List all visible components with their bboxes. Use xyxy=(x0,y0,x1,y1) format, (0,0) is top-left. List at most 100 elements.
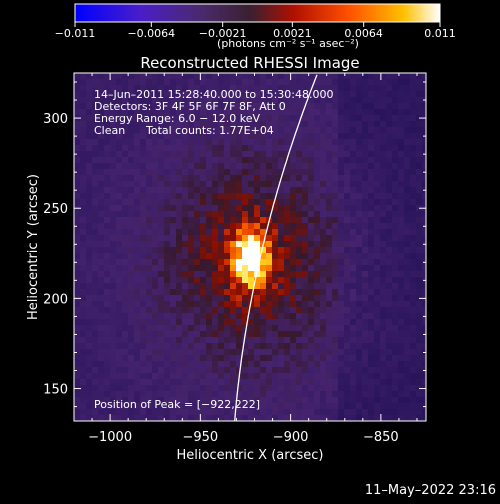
heatmap-cell xyxy=(218,223,225,230)
heatmap-cell xyxy=(326,205,333,212)
heatmap-cell xyxy=(254,127,261,134)
heatmap-cell xyxy=(212,361,219,368)
heatmap-cell xyxy=(152,397,159,404)
heatmap-cell xyxy=(140,109,147,116)
heatmap-cell xyxy=(326,361,333,368)
heatmap-cell xyxy=(272,379,279,386)
heatmap-cell xyxy=(284,205,291,212)
heatmap-cell xyxy=(296,343,303,350)
heatmap-cell xyxy=(296,283,303,290)
heatmap-cell xyxy=(146,265,153,272)
heatmap-cell xyxy=(392,139,399,146)
heatmap-cell xyxy=(338,403,345,410)
heatmap-cell xyxy=(374,349,381,356)
heatmap-cell xyxy=(278,379,285,386)
heatmap-cell xyxy=(254,391,261,398)
heatmap-cell xyxy=(134,403,141,410)
heatmap-cell xyxy=(254,283,261,290)
heatmap-cell xyxy=(146,367,153,374)
heatmap-cell xyxy=(134,73,141,80)
heatmap-cell xyxy=(140,229,147,236)
heatmap-cell xyxy=(212,265,219,272)
heatmap-cell xyxy=(356,355,363,362)
heatmap-cell xyxy=(392,133,399,140)
heatmap-cell xyxy=(344,409,351,416)
heatmap-cell xyxy=(218,187,225,194)
heatmap-cell xyxy=(86,313,93,320)
heatmap-cell xyxy=(302,313,309,320)
heatmap-cell xyxy=(218,103,225,110)
heatmap-cell xyxy=(86,349,93,356)
heatmap-cell xyxy=(218,259,225,266)
heatmap-cell xyxy=(254,97,261,104)
heatmap-cell xyxy=(236,391,243,398)
heatmap-cell xyxy=(266,313,273,320)
heatmap-cell xyxy=(80,205,87,212)
heatmap-cell xyxy=(206,379,213,386)
heatmap-cell xyxy=(308,343,315,350)
heatmap-cell xyxy=(314,247,321,254)
heatmap-cell xyxy=(314,253,321,260)
heatmap-cell xyxy=(92,265,99,272)
heatmap-cell xyxy=(248,205,255,212)
heatmap-cell xyxy=(74,157,81,164)
heatmap-cell xyxy=(164,103,171,110)
heatmap-cell xyxy=(260,247,267,254)
heatmap-cell xyxy=(98,361,105,368)
heatmap-cell xyxy=(326,199,333,206)
heatmap-cell xyxy=(284,187,291,194)
heatmap-cell xyxy=(230,283,237,290)
heatmap-cell xyxy=(86,205,93,212)
heatmap-cell xyxy=(302,307,309,314)
heatmap-cell xyxy=(200,241,207,248)
heatmap-cell xyxy=(380,109,387,116)
heatmap-cell xyxy=(188,397,195,404)
heatmap-cell xyxy=(296,139,303,146)
heatmap-cell xyxy=(404,325,411,332)
heatmap-cell xyxy=(110,343,117,350)
heatmap-cell xyxy=(326,277,333,284)
heatmap-cell xyxy=(212,193,219,200)
heatmap-cell xyxy=(170,367,177,374)
heatmap-cell xyxy=(380,313,387,320)
heatmap-cell xyxy=(398,319,405,326)
heatmap-cell xyxy=(266,91,273,98)
heatmap-cell xyxy=(206,163,213,170)
heatmap-cell xyxy=(158,199,165,206)
heatmap-cell xyxy=(392,175,399,182)
heatmap-cell xyxy=(140,403,147,410)
heatmap-cell xyxy=(344,385,351,392)
heatmap-cell xyxy=(158,217,165,224)
heatmap-cell xyxy=(104,211,111,218)
heatmap-cell xyxy=(398,217,405,224)
heatmap-cell xyxy=(128,175,135,182)
heatmap-cell xyxy=(152,415,159,421)
heatmap-cell xyxy=(224,295,231,302)
heatmap-cell xyxy=(182,211,189,218)
heatmap-cell xyxy=(122,139,129,146)
heatmap-cell xyxy=(254,229,261,236)
heatmap-cell xyxy=(122,79,129,86)
heatmap-cell xyxy=(92,367,99,374)
heatmap-cell xyxy=(416,277,423,284)
heatmap-cell xyxy=(176,331,183,338)
heatmap-cell xyxy=(170,85,177,92)
heatmap-cell xyxy=(152,301,159,308)
heatmap-cell xyxy=(368,205,375,212)
heatmap-cell xyxy=(296,307,303,314)
heatmap-cell xyxy=(200,193,207,200)
heatmap-cell xyxy=(302,247,309,254)
heatmap-cell xyxy=(350,277,357,284)
heatmap-cell xyxy=(398,73,405,80)
heatmap-cell xyxy=(332,211,339,218)
heatmap-cell xyxy=(326,211,333,218)
heatmap-cell xyxy=(146,277,153,284)
heatmap-cell xyxy=(278,187,285,194)
heatmap-cell xyxy=(260,337,267,344)
heatmap-cell xyxy=(350,145,357,152)
heatmap-cell xyxy=(320,181,327,188)
heatmap-cell xyxy=(182,379,189,386)
heatmap-cell xyxy=(392,157,399,164)
heatmap-cell xyxy=(206,205,213,212)
heatmap-cell xyxy=(356,73,363,80)
